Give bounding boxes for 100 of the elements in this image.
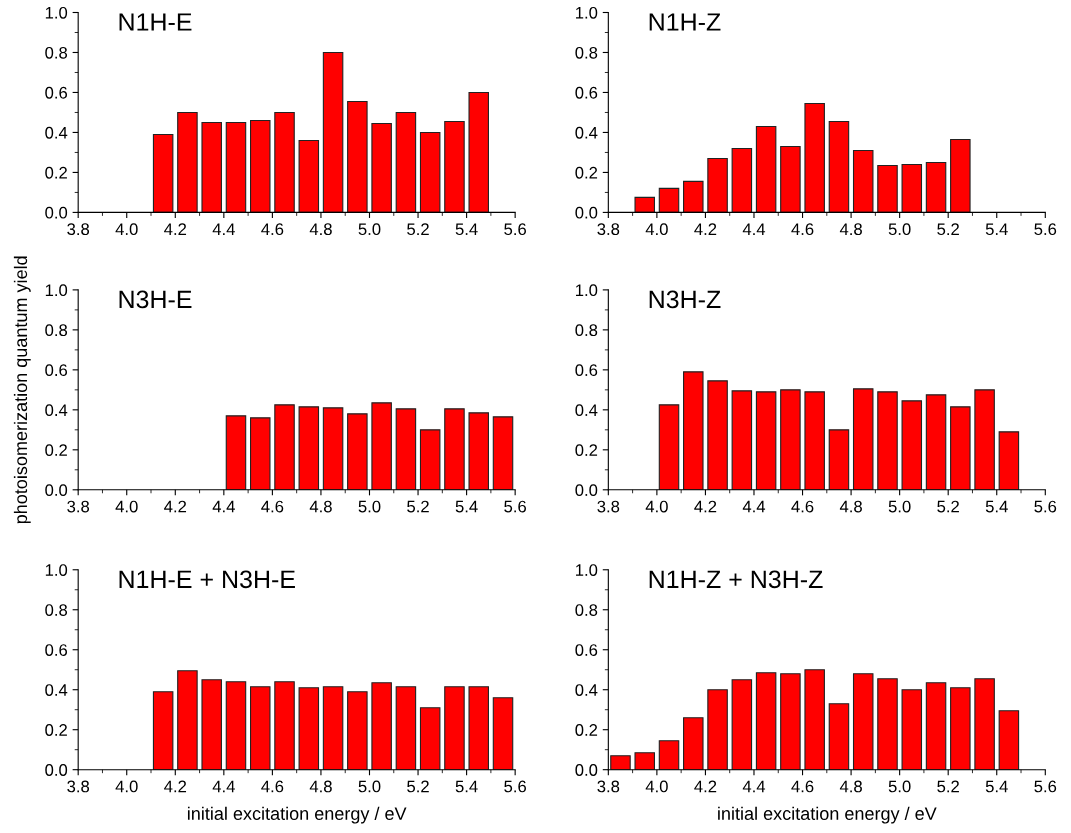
- x-tick-label: 4.2: [694, 223, 717, 235]
- x-tick-label: 4.6: [261, 500, 284, 513]
- bar: [444, 686, 465, 770]
- bar: [925, 394, 947, 490]
- bar: [950, 687, 971, 770]
- y-tick-label: 0.0: [45, 206, 68, 219]
- bar: [201, 121, 222, 213]
- x-tick-label: 5.0: [888, 500, 911, 513]
- y-tick-label: 0.6: [575, 644, 598, 656]
- x-tick-label: 3.8: [67, 223, 90, 236]
- bar: [658, 740, 680, 770]
- x-tick-label: 5.2: [937, 500, 959, 513]
- bar: [707, 689, 728, 770]
- bar: [610, 755, 631, 770]
- y-tick-label: 1.0: [45, 284, 68, 297]
- bar: [707, 380, 728, 490]
- bar: [755, 391, 777, 490]
- x-tick-label: 5.6: [1034, 500, 1057, 513]
- x-tick-label: 4.0: [115, 780, 138, 793]
- bar: [298, 687, 320, 770]
- bar: [658, 187, 680, 213]
- x-tick-label: 4.2: [694, 500, 717, 513]
- bar: [780, 673, 801, 770]
- y-tick-label: 0.2: [575, 166, 598, 179]
- bar: [468, 91, 490, 213]
- bar: [852, 388, 874, 490]
- y-tick-label: 0.4: [575, 404, 598, 417]
- y-tick-label: 1.0: [576, 6, 598, 19]
- bar: [974, 678, 995, 770]
- bar: [249, 686, 271, 770]
- bar: [634, 752, 656, 770]
- bar: [804, 669, 825, 770]
- bar: [347, 413, 368, 490]
- x-tick-label: 4.6: [791, 500, 814, 513]
- bar: [468, 686, 490, 770]
- bar: [274, 111, 295, 213]
- bar: [274, 681, 295, 770]
- x-axis-title: initial excitation energy / eV: [718, 806, 937, 824]
- x-tick-label: 4.6: [791, 223, 814, 236]
- bar: [683, 717, 704, 770]
- bar: [322, 51, 344, 213]
- y-tick-label: 0.6: [45, 86, 68, 99]
- bar: [371, 122, 392, 213]
- bar: [925, 161, 947, 213]
- x-tick-label: 4.0: [115, 500, 138, 513]
- y-tick-label: 0.0: [45, 764, 68, 776]
- bar: [225, 121, 247, 213]
- y-tick-label: 0.8: [575, 324, 598, 337]
- x-axis-title: initial excitation energy / eV: [187, 806, 407, 824]
- y-tick-label: 1.0: [576, 284, 598, 297]
- y-tick-label: 0.6: [575, 364, 598, 377]
- y-tick-label: 0.8: [575, 604, 598, 616]
- bar: [371, 402, 392, 490]
- y-tick-label: 0.8: [575, 46, 598, 59]
- bar: [634, 196, 656, 213]
- x-tick-label: 5.2: [407, 780, 429, 793]
- x-tick-label: 4.4: [212, 780, 235, 793]
- x-tick-label: 5.2: [407, 500, 429, 513]
- chart-title: N1H-E + N3H-E: [119, 570, 295, 589]
- x-tick-label: 5.4: [455, 500, 478, 513]
- bar: [828, 120, 850, 213]
- bar: [731, 390, 753, 490]
- bar: [152, 691, 174, 770]
- bar: [249, 119, 271, 213]
- x-tick-label: 4.8: [839, 500, 862, 513]
- bar: [828, 703, 850, 770]
- bar: [177, 111, 198, 213]
- x-tick-label: 3.8: [597, 780, 620, 793]
- bar: [395, 408, 417, 490]
- bar: [877, 678, 898, 770]
- x-tick-label: 5.4: [455, 780, 478, 793]
- x-tick-label: 4.6: [791, 780, 814, 793]
- x-tick-label: 5.4: [985, 223, 1008, 236]
- y-tick-label: 0.2: [575, 724, 598, 736]
- bar: [901, 163, 923, 213]
- y-tick-label: 0.8: [45, 324, 68, 337]
- bar: [950, 138, 971, 213]
- x-tick-label: 4.4: [742, 500, 766, 513]
- x-tick-label: 5.6: [504, 223, 526, 236]
- x-tick-label: 4.4: [742, 780, 766, 793]
- bar: [780, 145, 801, 213]
- bar: [347, 100, 368, 213]
- x-tick-label: 3.8: [597, 500, 620, 513]
- chart-title: N1H-Z: [649, 13, 721, 31]
- y-tick-label: 0.2: [45, 724, 67, 736]
- y-tick-label: 0.2: [45, 444, 67, 457]
- x-tick-label: 4.8: [309, 223, 332, 236]
- y-tick-label: 0.6: [45, 364, 68, 377]
- x-tick-label: 4.0: [645, 500, 668, 513]
- x-tick-label: 5.0: [888, 780, 911, 793]
- y-tick-label: 0.4: [45, 126, 68, 139]
- x-tick-label: 4.4: [212, 223, 235, 235]
- bar: [707, 157, 728, 213]
- x-tick-label: 5.2: [407, 223, 429, 236]
- x-tick-label: 5.4: [455, 223, 478, 236]
- y-tick-label: 0.0: [575, 764, 598, 776]
- x-tick-label: 3.8: [597, 223, 620, 236]
- bar: [347, 691, 368, 770]
- x-tick-label: 5.0: [888, 223, 911, 236]
- bar: [901, 689, 923, 770]
